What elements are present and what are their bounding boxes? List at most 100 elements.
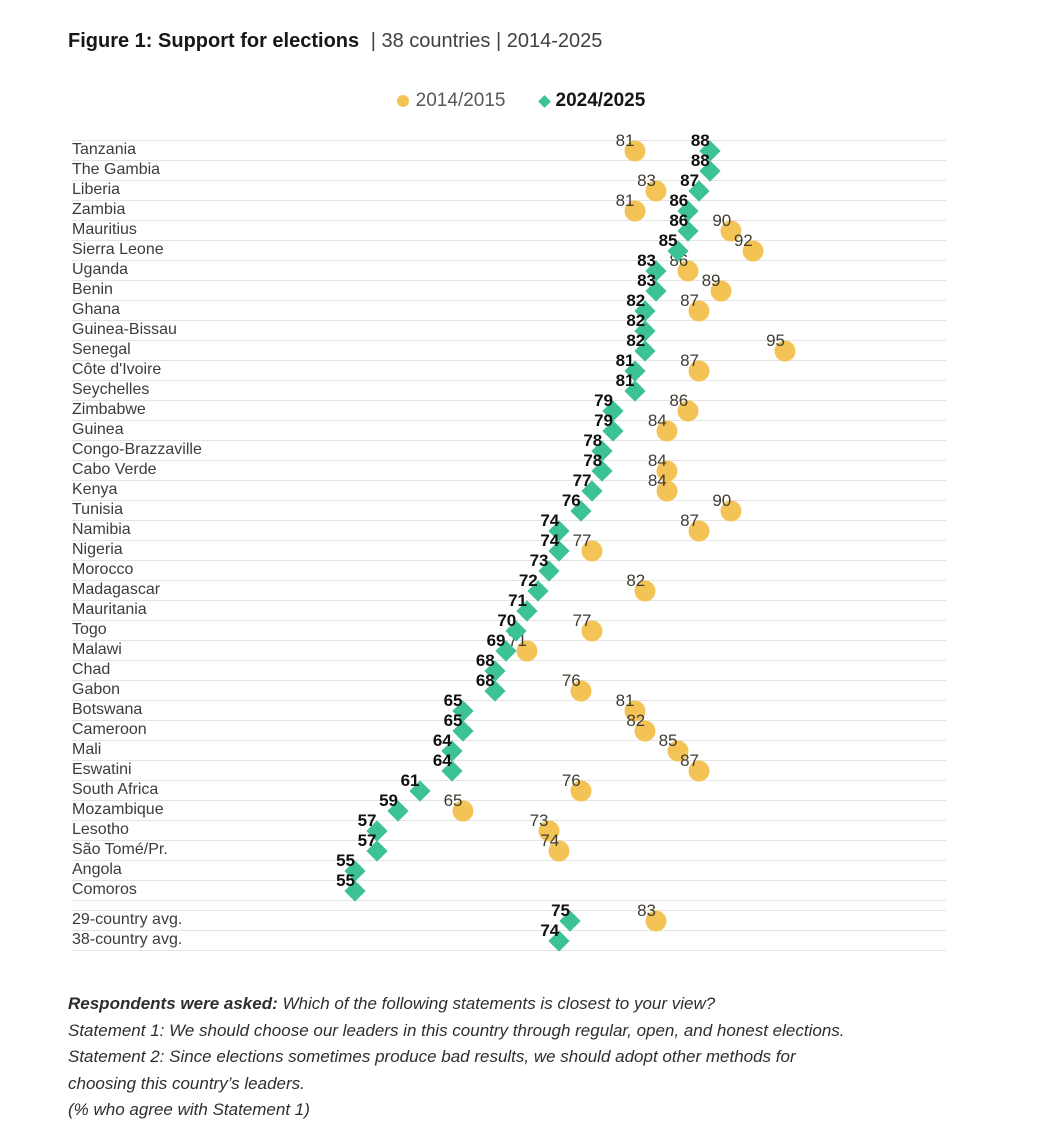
circle-marker-icon bbox=[570, 780, 592, 802]
row: Seychelles bbox=[72, 381, 946, 401]
value-label-2014: 90 bbox=[712, 211, 732, 230]
row: Chad bbox=[72, 661, 946, 681]
country-label: 38-country avg. bbox=[72, 931, 183, 948]
value-label-2014: 87 bbox=[680, 511, 700, 530]
country-label: Uganda bbox=[72, 261, 129, 278]
row: Gabon bbox=[72, 681, 946, 701]
value-label-2014: 90 bbox=[712, 491, 732, 510]
circle-marker-icon bbox=[581, 540, 602, 562]
country-label: The Gambia bbox=[72, 161, 161, 178]
country-label: Zimbabwe bbox=[72, 401, 146, 418]
row: Sierra Leone bbox=[72, 241, 946, 261]
footer-line-measure: (% who agree with Statement 1) bbox=[68, 1100, 310, 1119]
country-label: Cameroon bbox=[72, 721, 147, 738]
row: Ghana bbox=[72, 301, 946, 321]
circle-marker-icon bbox=[624, 700, 645, 722]
legend-label-2014: 2014/2015 bbox=[415, 90, 506, 111]
value-label-2024: 78 bbox=[583, 451, 603, 470]
legend-item-2024: 2024/2025 bbox=[537, 90, 646, 112]
country-label: Liberia bbox=[72, 181, 121, 198]
value-label-2014: 81 bbox=[615, 191, 635, 210]
row: Angola bbox=[72, 861, 946, 881]
value-label-2024: 57 bbox=[357, 831, 377, 850]
footer-note: Respondents were asked: Which of the fol… bbox=[68, 991, 988, 1124]
row: Benin bbox=[72, 281, 946, 301]
country-label: Zambia bbox=[72, 201, 126, 218]
row: Mozambique bbox=[72, 801, 946, 821]
country-label: Comoros bbox=[72, 881, 137, 898]
country-label: Morocco bbox=[72, 561, 134, 578]
legend: 2014/2015 2024/2025 bbox=[0, 90, 1042, 112]
value-label-2014: 76 bbox=[561, 771, 581, 790]
row: São Tomé/Pr. bbox=[72, 841, 946, 861]
value-label-2014: 83 bbox=[637, 171, 657, 190]
value-label-2014: 87 bbox=[680, 351, 700, 370]
value-label-2024: 79 bbox=[594, 391, 614, 410]
value-label-2014: 73 bbox=[529, 811, 549, 830]
country-label: Côte d'Ivoire bbox=[72, 361, 162, 378]
value-label-2014: 85 bbox=[658, 731, 678, 750]
country-label: Botswana bbox=[72, 701, 143, 718]
circle-marker-icon bbox=[645, 180, 667, 202]
value-label-2014: 84 bbox=[647, 451, 667, 470]
circle-marker-icon bbox=[710, 280, 731, 302]
country-label: 29-country avg. bbox=[72, 911, 183, 928]
legend-label-2024: 2024/2025 bbox=[555, 90, 646, 111]
footer-intro-rest: Which of the following statements is clo… bbox=[277, 994, 716, 1013]
circle-marker-icon bbox=[452, 800, 473, 822]
row: Cameroon bbox=[72, 721, 946, 741]
value-label-2024: 64 bbox=[432, 731, 452, 750]
row: Liberia bbox=[72, 181, 946, 201]
value-label-2014: 65 bbox=[443, 791, 463, 810]
circle-marker-icon bbox=[634, 580, 656, 602]
circle-marker-icon bbox=[742, 240, 764, 262]
value-label-2024: 87 bbox=[680, 171, 700, 190]
value-label-2024: 55 bbox=[336, 851, 356, 870]
circle-marker-icon bbox=[581, 620, 602, 642]
value-label-2024: 70 bbox=[497, 611, 517, 630]
circle-marker-icon bbox=[516, 640, 538, 662]
country-label: Cabo Verde bbox=[72, 461, 157, 478]
value-label-2014: 77 bbox=[572, 611, 592, 630]
value-label-2024: 74 bbox=[540, 921, 560, 940]
value-label-2024: 69 bbox=[486, 631, 506, 650]
value-label-2024: 57 bbox=[357, 811, 377, 830]
country-label: Tunisia bbox=[72, 501, 123, 518]
circle-marker-icon bbox=[656, 420, 678, 442]
value-label-2014: 83 bbox=[637, 901, 657, 920]
country-label: Senegal bbox=[72, 341, 131, 358]
row: Guinea bbox=[72, 421, 946, 441]
country-label: Angola bbox=[72, 861, 122, 878]
circle-marker-icon bbox=[570, 680, 592, 702]
row: Zimbabwe bbox=[72, 401, 946, 421]
row: Togo bbox=[72, 621, 946, 641]
country-label: Mozambique bbox=[72, 801, 164, 818]
value-label-2014: 87 bbox=[680, 751, 700, 770]
country-label: Tanzania bbox=[72, 141, 137, 158]
value-label-2024: 83 bbox=[637, 271, 657, 290]
footer-line-statement2: Statement 2: Since elections sometimes p… bbox=[68, 1047, 796, 1066]
row: 38-country avg. bbox=[72, 931, 946, 951]
value-label-2024: 83 bbox=[637, 251, 657, 270]
country-label: Togo bbox=[72, 621, 107, 638]
value-label-2014: 81 bbox=[615, 131, 635, 150]
value-label-2024: 73 bbox=[529, 551, 549, 570]
value-label-2024: 75 bbox=[551, 901, 571, 920]
country-label: Eswatini bbox=[72, 761, 132, 778]
row: South Africa bbox=[72, 781, 946, 801]
country-label: South Africa bbox=[72, 781, 159, 798]
footer-intro-bold: Respondents were asked: bbox=[68, 994, 278, 1013]
row: The Gambia bbox=[72, 161, 946, 181]
country-label: Benin bbox=[72, 281, 113, 298]
circle-marker-icon bbox=[688, 360, 710, 382]
row: Botswana bbox=[72, 701, 946, 721]
row: Madagascar bbox=[72, 581, 946, 601]
circle-marker-icon bbox=[538, 820, 559, 842]
country-label: Guinea bbox=[72, 421, 124, 438]
value-label-2024: 88 bbox=[690, 151, 710, 170]
value-label-2024: 64 bbox=[432, 751, 452, 770]
country-label: Mali bbox=[72, 741, 102, 758]
footer-line-statement1: Statement 1: We should choose our leader… bbox=[68, 1020, 845, 1040]
value-label-2024: 55 bbox=[336, 871, 356, 890]
